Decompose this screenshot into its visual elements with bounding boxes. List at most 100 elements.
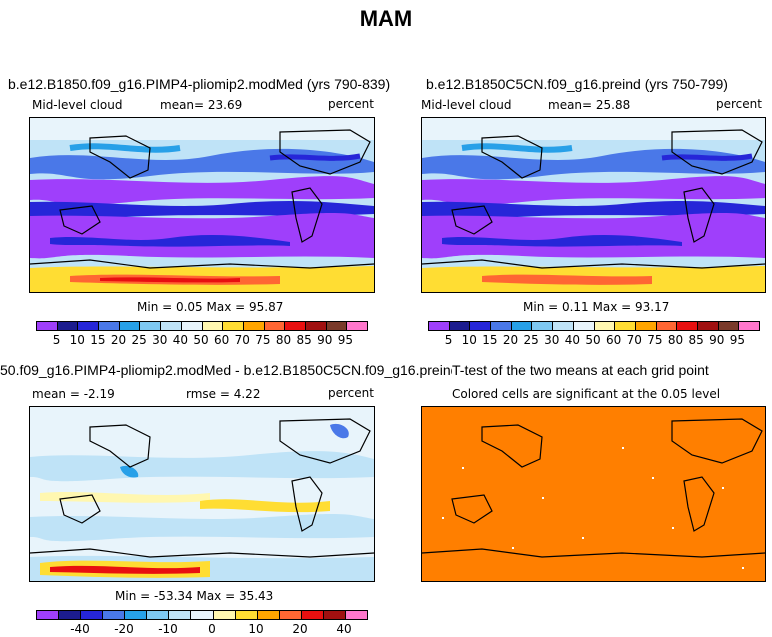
colorbar-tick-label: 20 xyxy=(110,333,127,347)
figure-title: MAM xyxy=(359,6,413,31)
colorbar-tick-label: 95 xyxy=(337,333,354,347)
panel1-title: b.e12.B1850.f09_g16.PIMP4-pliomip2.modMe… xyxy=(8,76,391,92)
colorbar-tick-label: 15 xyxy=(482,333,498,347)
colorbar-swatch xyxy=(326,322,348,330)
colorbar-swatch xyxy=(57,322,79,330)
colorbar-tick-label: 0 xyxy=(208,622,216,636)
panel3-rmse-label: rmse = 4.22 xyxy=(186,387,261,401)
colorbar-swatch xyxy=(677,322,698,330)
colorbar-swatch xyxy=(81,611,104,619)
colorbar-swatch xyxy=(345,611,367,619)
panel3-title: 50.f09_g16.PIMP4-pliomip2.modMed - b.e12… xyxy=(0,362,452,378)
colorbar-swatch xyxy=(243,322,265,330)
colorbar-swatch xyxy=(37,322,58,330)
colorbar-swatch xyxy=(285,322,306,330)
colorbar-swatch xyxy=(78,322,100,330)
panel2-mean-label: mean= 25.88 xyxy=(548,98,631,112)
colorbar-tick-label: 40 xyxy=(336,622,352,636)
colorbar-swatch xyxy=(125,611,148,619)
panel1-map xyxy=(29,117,375,293)
colorbar-tick-label: 5 xyxy=(444,333,453,347)
panel3-minmax: Min = -53.34 Max = 35.43 xyxy=(115,589,274,603)
colorbar-tick-label: 40 xyxy=(564,333,581,347)
colorbar-swatch xyxy=(213,611,236,619)
colorbar-swatch xyxy=(279,611,302,619)
colorbar-tick-label: 95 xyxy=(729,333,746,347)
colorbar-swatch xyxy=(99,322,120,330)
colorbar-swatch xyxy=(718,322,740,330)
panel1-units-label: percent xyxy=(328,97,374,111)
colorbar-swatch xyxy=(594,322,616,330)
colorbar-swatch xyxy=(449,322,471,330)
colorbar-tick-label: 25 xyxy=(523,333,539,347)
panel2-variable-label: Mid-level cloud xyxy=(421,98,512,112)
colorbar-tick-label: 20 xyxy=(292,622,308,636)
colorbar-tick-label: 25 xyxy=(131,333,147,347)
panel3-map xyxy=(29,406,375,582)
colorbar-swatch xyxy=(739,322,759,330)
colorbar-tick-label: -40 xyxy=(70,622,90,636)
colorbar-swatch xyxy=(323,611,346,619)
colorbar-swatch xyxy=(140,322,162,330)
colorbar-tick-label: 10 xyxy=(69,333,85,347)
colorbar-tick-label: 10 xyxy=(248,622,264,636)
panel4-subtitle: Colored cells are significant at the 0.0… xyxy=(452,387,721,401)
panel3-units-label: percent xyxy=(328,386,374,400)
panel2-title: b.e12.B1850C5CN.f09_g16.preind (yrs 750-… xyxy=(426,76,728,92)
colorbar-swatch xyxy=(470,322,492,330)
colorbar-tick-label: -20 xyxy=(114,622,134,636)
colorbar-swatch xyxy=(202,322,224,330)
panel3-mean-label: mean = -2.19 xyxy=(32,387,115,401)
colorbar-tick-label: 5 xyxy=(52,333,61,347)
colorbar-tick-label: 80 xyxy=(667,333,684,347)
colorbar-swatch xyxy=(429,322,450,330)
panel2-minmax: Min = 0.11 Max = 93.17 xyxy=(523,300,670,314)
colorbar-tick-label: 70 xyxy=(626,333,642,347)
colorbar-tick-label: 30 xyxy=(152,333,168,347)
colorbar-tick-label: 85 xyxy=(688,333,704,347)
colorbar-tick-label: 60 xyxy=(213,333,230,347)
colorbar-swatch xyxy=(697,322,719,330)
colorbar-swatch xyxy=(59,611,82,619)
panel4-map xyxy=(421,406,766,582)
colorbar-swatch xyxy=(181,322,203,330)
colorbar-tick-label: 30 xyxy=(544,333,560,347)
colorbar-swatch xyxy=(305,322,327,330)
colorbar-swatch xyxy=(511,322,533,330)
colorbar-swatch xyxy=(257,611,280,619)
colorbar-tick-label: 50 xyxy=(193,333,209,347)
colorbar-tick-label: 70 xyxy=(234,333,250,347)
panel1-mean-label: mean= 23.69 xyxy=(160,98,243,112)
colorbar-swatch xyxy=(147,611,170,619)
colorbar-swatch xyxy=(532,322,554,330)
colorbar-tick-label: 90 xyxy=(317,333,333,347)
colorbar-tick-label: 40 xyxy=(172,333,189,347)
colorbar-swatch xyxy=(347,322,367,330)
panel4-title: T-test of the two means at each grid poi… xyxy=(452,362,709,378)
colorbar-tick-label: 10 xyxy=(461,333,477,347)
panel1-colorbar xyxy=(36,321,368,331)
colorbar-swatch xyxy=(169,611,192,619)
panel2-colorbar xyxy=(428,321,760,331)
colorbar-swatch xyxy=(191,611,214,619)
colorbar-tick-label: 75 xyxy=(255,333,271,347)
colorbar-swatch xyxy=(119,322,141,330)
panel1-minmax: Min = 0.05 Max = 95.87 xyxy=(137,300,284,314)
colorbar-tick-label: 85 xyxy=(296,333,312,347)
colorbar-swatch xyxy=(103,611,126,619)
colorbar-swatch xyxy=(491,322,512,330)
colorbar-swatch xyxy=(553,322,574,330)
colorbar-tick-label: -10 xyxy=(158,622,178,636)
colorbar-swatch xyxy=(656,322,678,330)
colorbar-swatch xyxy=(161,322,182,330)
colorbar-swatch xyxy=(615,322,636,330)
colorbar-swatch xyxy=(635,322,657,330)
colorbar-tick-label: 80 xyxy=(275,333,292,347)
colorbar-tick-label: 15 xyxy=(90,333,106,347)
colorbar-tick-label: 50 xyxy=(585,333,601,347)
panel2-units-label: percent xyxy=(716,97,762,111)
colorbar-swatch xyxy=(37,611,60,619)
colorbar-swatch xyxy=(223,322,244,330)
colorbar-swatch xyxy=(573,322,595,330)
colorbar-swatch xyxy=(264,322,286,330)
